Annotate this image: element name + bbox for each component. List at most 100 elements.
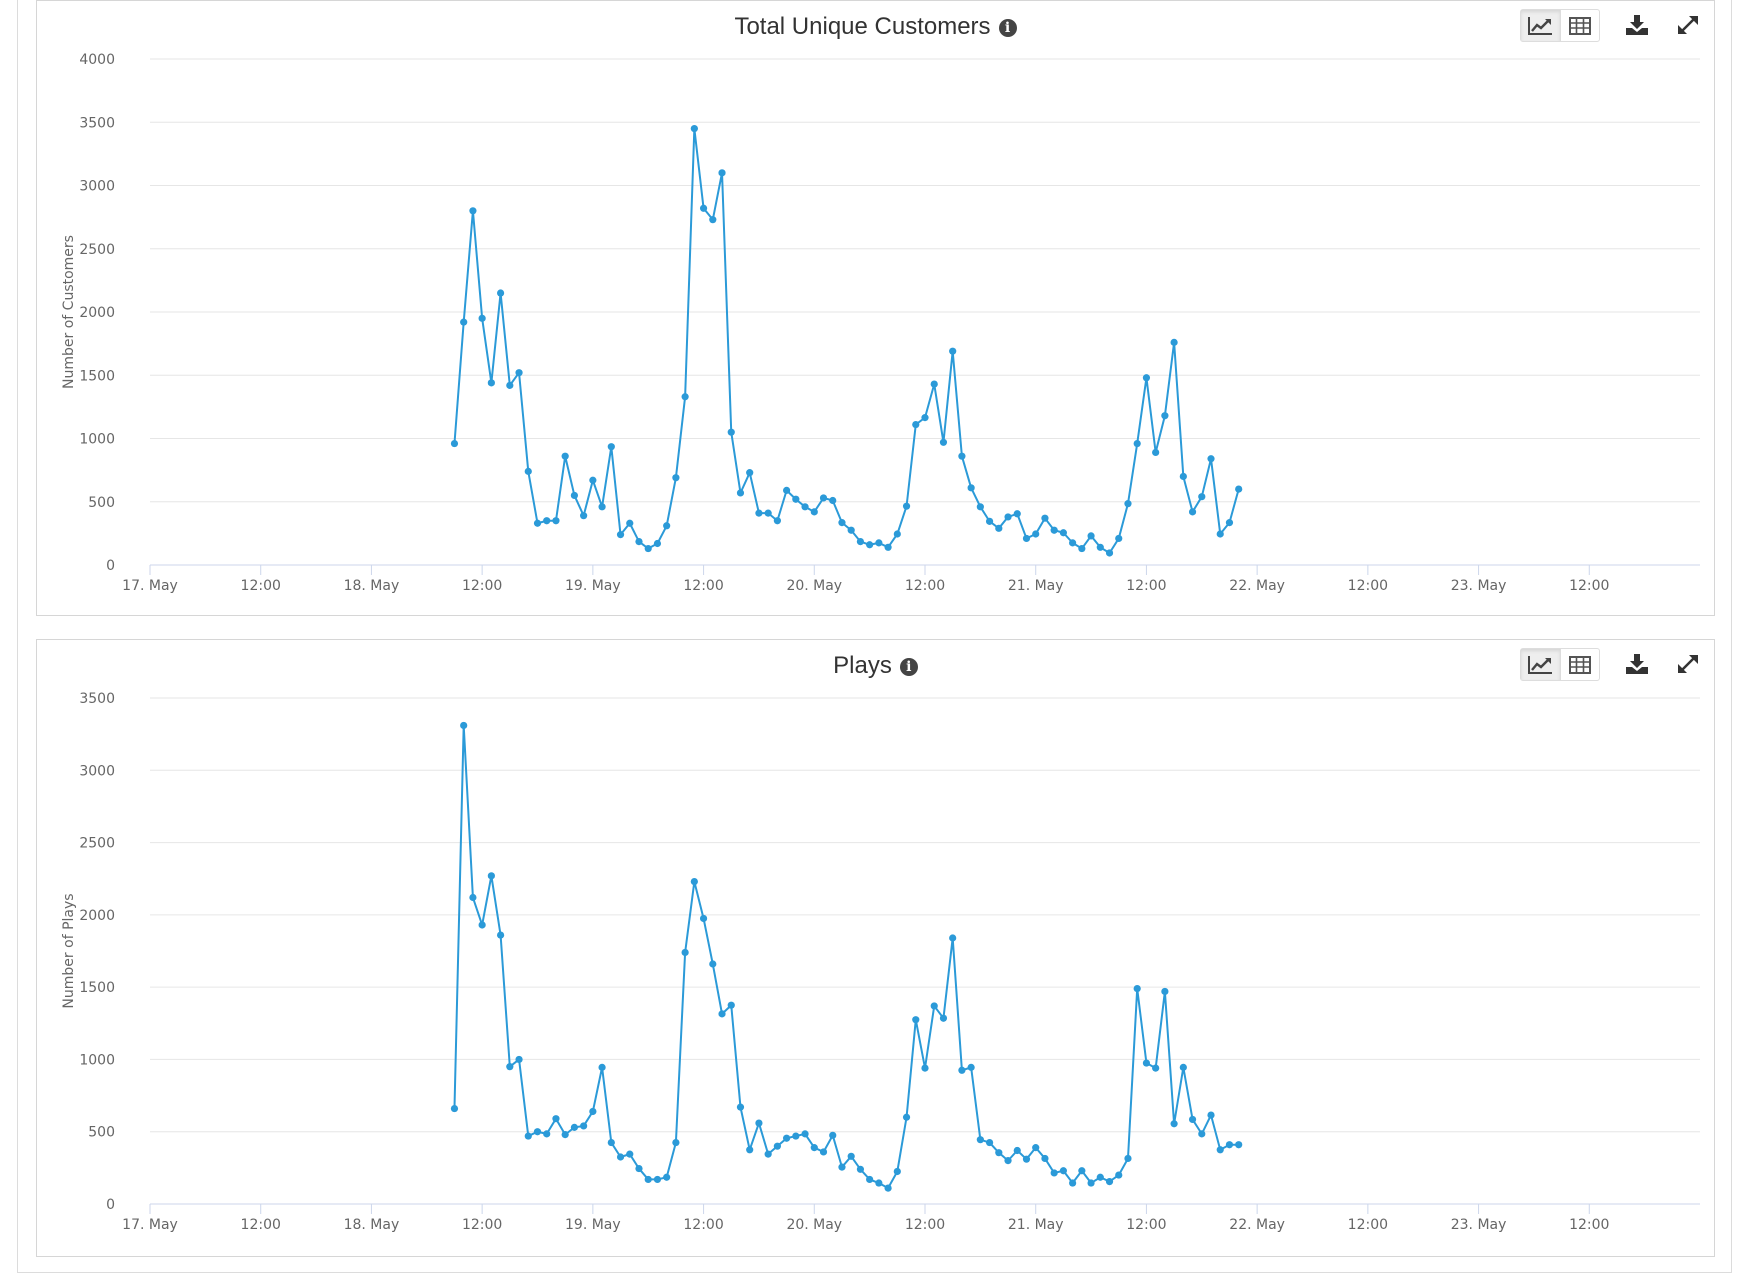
x-tick-label: 21. May: [1008, 1217, 1064, 1233]
data-point: [487, 379, 495, 387]
data-point: [1235, 1141, 1243, 1149]
data-point: [838, 1163, 846, 1171]
x-tick-label: 12:00: [683, 1217, 723, 1233]
data-point: [875, 539, 883, 547]
data-point: [653, 1175, 662, 1184]
data-point: [561, 452, 569, 460]
y-tick-label: 0: [106, 1197, 115, 1213]
data-point: [580, 512, 588, 520]
data-point: [709, 960, 717, 968]
y-tick-label: 3500: [79, 691, 115, 707]
data-point: [1152, 448, 1160, 457]
data-point: [1013, 1146, 1021, 1155]
x-tick-label: 12:00: [241, 578, 281, 594]
x-tick-label: 12:00: [905, 1217, 945, 1233]
y-tick-label: 2000: [79, 908, 115, 924]
data-point: [681, 948, 689, 957]
data-point: [755, 509, 763, 517]
data-point: [866, 541, 874, 549]
data-point: [681, 393, 689, 401]
data-point: [469, 893, 477, 902]
data-point: [912, 420, 920, 429]
data-point: [1225, 519, 1234, 527]
data-point: [1216, 1146, 1224, 1154]
data-point: [552, 1115, 560, 1123]
chart-view-button[interactable]: [1521, 649, 1561, 680]
series-line: [453, 724, 1239, 1190]
data-point: [598, 1063, 606, 1071]
data-point: [1022, 534, 1031, 543]
data-point: [1013, 510, 1021, 518]
data-point: [755, 1119, 763, 1127]
y-tick-label: 500: [88, 495, 115, 511]
data-point: [810, 508, 818, 516]
data-point: [856, 1165, 865, 1173]
data-point: [902, 502, 911, 510]
download-button[interactable]: [1622, 12, 1652, 38]
data-point: [773, 517, 781, 525]
data-point: [1198, 493, 1206, 501]
data-point: [533, 519, 542, 527]
data-point: [718, 169, 726, 177]
data-point: [1216, 530, 1224, 538]
data-point: [1078, 1167, 1086, 1175]
data-point: [616, 1153, 625, 1161]
data-point: [1133, 439, 1141, 448]
expand-button[interactable]: [1673, 12, 1703, 38]
data-point: [1032, 1144, 1040, 1152]
data-point: [1022, 1155, 1031, 1163]
data-point: [1096, 543, 1104, 551]
view-toggle: [1520, 648, 1600, 681]
data-point: [1142, 374, 1151, 382]
x-tick-label: 18. May: [344, 578, 400, 594]
data-point: [478, 314, 486, 322]
data-point: [450, 439, 459, 448]
data-point: [1069, 539, 1077, 547]
data-point: [958, 452, 966, 460]
y-tick-label: 1500: [79, 980, 115, 996]
chart-view-button[interactable]: [1521, 10, 1561, 41]
data-point: [829, 1131, 837, 1139]
x-tick-label: 12:00: [1569, 1217, 1609, 1233]
data-point: [819, 1148, 828, 1156]
table-icon: [1568, 16, 1591, 35]
x-tick-label: 20. May: [786, 1217, 842, 1233]
x-tick-label: 17. May: [122, 578, 178, 594]
data-point: [967, 1063, 975, 1071]
y-tick-label: 0: [106, 558, 115, 574]
plot-area: 0 500 1000 1500 2000 2500 3000 3500 4000 17. May 1…: [61, 52, 1700, 594]
data-point: [561, 1131, 569, 1139]
data-point: [580, 1122, 588, 1130]
data-point: [810, 1144, 818, 1152]
data-point: [1041, 514, 1049, 522]
series-line: [453, 127, 1240, 554]
data-point: [856, 537, 865, 546]
info-icon[interactable]: i: [998, 19, 1017, 37]
view-toggle: [1520, 9, 1600, 42]
x-tick-label: 12:00: [1348, 1217, 1388, 1233]
table-view-button[interactable]: [1561, 10, 1600, 41]
data-point: [1078, 544, 1086, 553]
data-point: [1041, 1154, 1049, 1163]
x-tick-label: 17. May: [122, 1217, 178, 1233]
data-point: [736, 1103, 745, 1111]
y-tick-label: 1000: [79, 432, 115, 448]
data-point: [626, 1150, 634, 1158]
data-point: [1004, 513, 1012, 521]
data-point: [1004, 1157, 1012, 1165]
x-tick-label: 12:00: [683, 578, 723, 594]
expand-button[interactable]: [1673, 651, 1703, 677]
data-point: [496, 931, 505, 939]
data-point: [976, 1136, 984, 1144]
data-point: [663, 522, 671, 530]
data-point: [607, 1138, 615, 1147]
x-tick-label: 21. May: [1008, 578, 1064, 594]
data-point: [1179, 472, 1187, 481]
table-view-button[interactable]: [1561, 649, 1600, 680]
data-point: [699, 204, 708, 212]
data-point: [930, 380, 938, 388]
data-point: [1188, 508, 1197, 516]
download-button[interactable]: [1622, 651, 1652, 677]
data-point: [819, 494, 828, 502]
info-icon[interactable]: i: [899, 658, 918, 676]
